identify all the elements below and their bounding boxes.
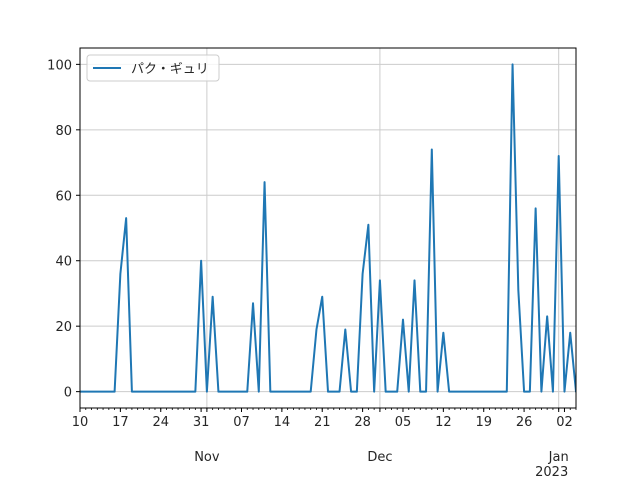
x-tick-label: 05 (395, 415, 412, 430)
x-tick-label: 07 (233, 415, 250, 430)
x-tick-label: 26 (516, 415, 533, 430)
y-tick-label: 0 (64, 386, 72, 401)
x-month-label: Nov (194, 450, 220, 465)
x-month-label: Dec (367, 450, 392, 465)
x-tick-label: 02 (556, 415, 573, 430)
x-month-label: Jan (548, 450, 569, 465)
y-tick-label: 60 (55, 189, 72, 204)
legend-box (86, 54, 220, 82)
x-tick-label: 24 (152, 415, 169, 430)
y-tick-label: 20 (55, 320, 72, 335)
y-tick-label: 40 (55, 255, 72, 270)
x-tick-label: 28 (354, 415, 371, 430)
x-tick-label: 21 (314, 415, 331, 430)
x-tick-label: 14 (274, 415, 291, 430)
x-tick-label: 31 (193, 415, 210, 430)
y-tick-label: 80 (55, 124, 72, 139)
x-tick-label: 17 (112, 415, 129, 430)
series-line (80, 63, 576, 393)
y-tick-label: 100 (47, 58, 72, 73)
x-tick-label: 10 (72, 415, 89, 430)
x-tick-label: 19 (475, 415, 492, 430)
legend: パク・ギュリ (86, 54, 220, 82)
series-layer (80, 63, 576, 393)
y-axis: 0 20 40 60 80 100 (47, 58, 80, 401)
x-year-label: 2023 (535, 465, 568, 480)
plot-area (80, 48, 576, 408)
legend-label: パク・ギュリ (131, 62, 209, 77)
x-tick-label: 12 (435, 415, 452, 430)
